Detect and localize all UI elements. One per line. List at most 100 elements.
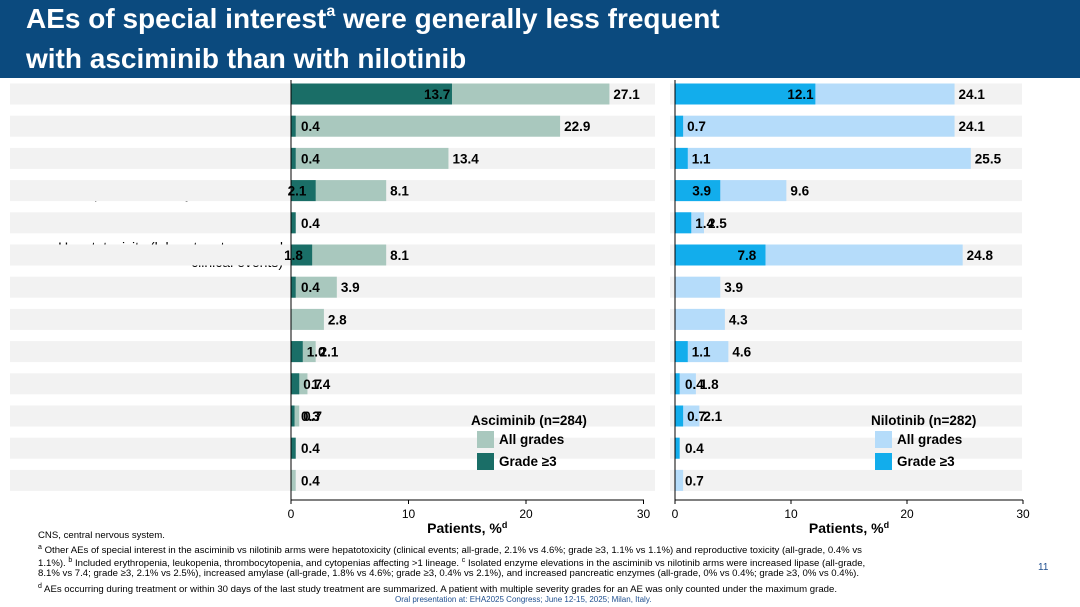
asciminib-label-all-6: 3.9 xyxy=(341,280,360,295)
nilotinib-label-g3-2: 1.1 xyxy=(692,151,711,166)
nilotinib-label-g3-11: 0.4 xyxy=(685,441,704,456)
nilotinib-bar-all-2 xyxy=(675,147,971,169)
nilotinib-label-all-2: 25.5 xyxy=(975,151,1002,166)
asciminib-bar-all-1 xyxy=(291,115,561,137)
nilotinib-label-all-6: 3.9 xyxy=(724,280,743,295)
asciminib-tick-label-10: 10 xyxy=(402,507,416,521)
nilotinib-tick-label-0: 0 xyxy=(672,507,679,521)
asciminib-label-g3-9: 0.7 xyxy=(303,377,322,392)
asciminib-label-g3-11: 0.4 xyxy=(301,441,320,456)
asciminib-bar-g3-4 xyxy=(291,212,296,234)
asciminib-bar-all-7 xyxy=(291,308,324,330)
slide-title-line2: with asciminib than with nilotinib xyxy=(26,43,467,74)
asciminib-label-all-10: 0.7 xyxy=(303,409,322,424)
nilotinib-legend-swatch-all xyxy=(875,431,892,448)
nilotinib-bar-all-1 xyxy=(675,115,955,137)
asciminib-bar-g3-10 xyxy=(291,405,295,427)
asciminib-bar-g3-3 xyxy=(291,180,316,202)
nilotinib-label-all-0: 24.1 xyxy=(959,87,986,102)
asciminib-label-all-8: 2.1 xyxy=(320,345,339,360)
asciminib-bar-all-2 xyxy=(291,147,449,169)
row-band-nilotinib-6 xyxy=(670,276,1022,298)
asciminib-bar-g3-1 xyxy=(291,115,296,137)
asciminib-label-all-2: 13.4 xyxy=(452,151,479,166)
asciminib-label-all-5: 8.1 xyxy=(390,248,409,263)
asciminib-tick-label-20: 20 xyxy=(519,507,533,521)
nilotinib-label-g3-5: 7.8 xyxy=(737,248,756,263)
row-band-nilotinib-11 xyxy=(670,437,1022,459)
row-band-asciminib-12 xyxy=(10,469,655,491)
asciminib-label-g3-1: 0.4 xyxy=(301,119,320,134)
nilotinib-label-all-5: 24.8 xyxy=(967,248,994,263)
title-banner: AEs of special interesta were generally … xyxy=(0,0,1080,78)
nilotinib-legend-swatch-g3 xyxy=(875,453,892,470)
nilotinib-bar-g3-4 xyxy=(675,212,692,234)
nilotinib-label-all-9: 1.8 xyxy=(700,377,719,392)
asciminib-bar-g3-8 xyxy=(291,341,303,363)
asciminib-x-axis-title: Patients, %d xyxy=(427,520,507,536)
footnote-abbreviations: CNS, central nervous system. xyxy=(38,530,165,541)
nilotinib-bar-g3-8 xyxy=(675,341,688,363)
asciminib-label-all-7: 2.8 xyxy=(328,312,347,327)
row-band-nilotinib-8 xyxy=(670,341,1022,363)
slide-number: 11 xyxy=(1038,562,1049,573)
asciminib-bar-g3-9 xyxy=(291,373,300,395)
asciminib-label-all-1: 22.9 xyxy=(564,119,590,134)
asciminib-bar-all-12 xyxy=(291,469,296,491)
footnote-b-c: 1.1%). b Included erythropenia, leukopen… xyxy=(38,557,866,570)
nilotinib-bar-g3-3 xyxy=(675,180,721,202)
asciminib-label-g3-8: 1.0 xyxy=(307,345,326,360)
row-band-nilotinib-7 xyxy=(670,308,1022,330)
nilotinib-bar-all-7 xyxy=(675,308,725,330)
asciminib-bar-all-10 xyxy=(291,405,300,427)
nilotinib-bar-all-9 xyxy=(675,373,696,395)
asciminib-label-g3-6: 0.4 xyxy=(301,280,320,295)
nilotinib-label-all-10: 2.1 xyxy=(703,409,722,424)
nilotinib-bar-all-6 xyxy=(675,276,721,298)
asciminib-legend-swatch-all xyxy=(477,431,494,448)
nilotinib-label-g3-3: 3.9 xyxy=(692,184,711,199)
nilotinib-bar-g3-11 xyxy=(675,437,680,459)
asciminib-legend-swatch-g3 xyxy=(477,453,494,470)
nilotinib-label-g3-4: 1.4 xyxy=(695,216,714,231)
asciminib-bar-g3-5 xyxy=(291,244,313,266)
asciminib-tick-label-0: 0 xyxy=(288,507,295,521)
nilotinib-bar-g3-0 xyxy=(675,83,816,105)
asciminib-label-g3-2: 0.4 xyxy=(301,151,320,166)
row-band-asciminib-8 xyxy=(10,341,655,363)
nilotinib-bar-g3-1 xyxy=(675,115,684,137)
row-band-asciminib-10 xyxy=(10,405,655,427)
asciminib-legend-label-all: All grades xyxy=(499,432,564,447)
row-band-nilotinib-12 xyxy=(670,469,1022,491)
nilotinib-tick-label-20: 20 xyxy=(900,507,914,521)
presentation-credit: Oral presentation at: EHA2025 Congress; … xyxy=(395,595,652,604)
asciminib-tick-label-30: 30 xyxy=(637,507,651,521)
nilotinib-bar-g3-5 xyxy=(675,244,766,266)
nilotinib-label-all-1: 24.1 xyxy=(959,119,986,134)
asciminib-label-all-0: 27.1 xyxy=(613,87,640,102)
asciminib-bar-g3-6 xyxy=(291,276,296,298)
slide-title-line1: AEs of special interesta were generally … xyxy=(26,3,720,34)
footnote-c-cont: 8.1% vs 7.4; grade ≥3, 2.1% vs 2.5%), in… xyxy=(38,568,860,579)
nilotinib-legend-label-g3: Grade ≥3 xyxy=(897,454,955,469)
nilotinib-tick-label-10: 10 xyxy=(784,507,798,521)
asciminib-label-g3-0: 13.7 xyxy=(424,87,450,102)
nilotinib-label-g3-0: 12.1 xyxy=(787,87,814,102)
asciminib-bar-g3-2 xyxy=(291,147,296,169)
asciminib-label-g3-3: 2.1 xyxy=(288,184,307,199)
asciminib-legend-label-g3: Grade ≥3 xyxy=(499,454,557,469)
nilotinib-x-axis-title: Patients, %d xyxy=(809,520,889,536)
row-band-nilotinib-9 xyxy=(670,373,1022,395)
row-band-asciminib-9 xyxy=(10,373,655,395)
asciminib-bar-all-5 xyxy=(291,244,387,266)
nilotinib-bar-all-8 xyxy=(675,341,729,363)
nilotinib-bar-all-12 xyxy=(675,469,684,491)
asciminib-label-all-9: 1.4 xyxy=(311,377,330,392)
ae-bar-chart: 13.7 27.10.4 22.90.4 13.42.1 8.10.41.8 8.10.4… xyxy=(10,80,1030,536)
nilotinib-label-all-7: 4.3 xyxy=(729,312,748,327)
asciminib-label-g3-5: 1.8 xyxy=(284,248,303,263)
asciminib-legend-title: Asciminib (n=284) xyxy=(471,413,587,428)
asciminib-label-g3-12: 0.4 xyxy=(301,473,320,488)
row-band-nilotinib-4 xyxy=(670,212,1022,234)
nilotinib-bar-g3-2 xyxy=(675,147,688,169)
